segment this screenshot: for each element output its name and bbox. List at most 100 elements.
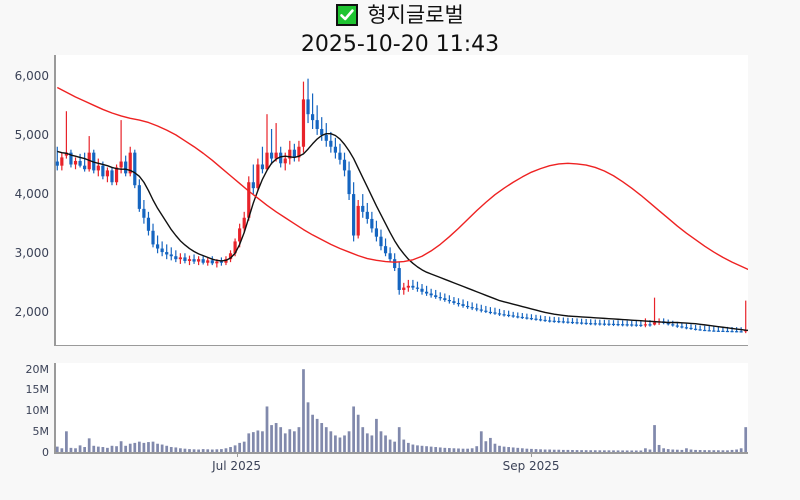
candle-body (484, 310, 488, 312)
volume-bar (78, 445, 82, 452)
timestamp-label: 2025-10-20 11:43 (300, 32, 500, 57)
candle-body (352, 194, 356, 236)
candle-body (347, 170, 351, 195)
candle-body (488, 311, 493, 314)
candle-body (160, 248, 164, 253)
candle-body (383, 246, 388, 254)
volume-bar (87, 438, 91, 452)
volume-bar (739, 448, 743, 452)
page-title: 형지글로벌 (367, 3, 464, 27)
volume-bar (315, 418, 319, 452)
volume-bar (320, 423, 324, 452)
volume-bar (634, 450, 638, 452)
volume-bar (106, 447, 109, 452)
volume-bar (375, 418, 378, 452)
candle-body (502, 314, 506, 316)
candle-body (310, 114, 315, 121)
candle-body (716, 330, 720, 332)
volume-tick-5M: 5M (32, 424, 50, 438)
volume-bar (644, 448, 647, 452)
volume-bar (247, 433, 251, 452)
volume-bar (160, 444, 164, 452)
candle-body (443, 298, 447, 301)
volume-bar (525, 448, 529, 452)
candle-body (192, 259, 196, 262)
volume-bar (593, 450, 597, 452)
candle-body (420, 288, 424, 292)
candle-body (593, 323, 597, 325)
volume-bar (520, 448, 524, 452)
candle-body (589, 323, 593, 325)
candle-body (552, 320, 556, 322)
volume-bar (297, 427, 301, 452)
candle-body (507, 314, 511, 317)
volume-bar (639, 450, 643, 452)
volume-bar (242, 441, 246, 452)
candle-body (73, 160, 78, 165)
candle-body (101, 165, 105, 177)
volume-bar (539, 449, 542, 452)
volume-bar (621, 450, 624, 452)
candle-body (598, 323, 602, 325)
candle-body (169, 254, 173, 257)
candle-body (693, 328, 698, 330)
volume-bar (498, 445, 501, 452)
candle-body (621, 324, 625, 326)
volume-bar (302, 369, 305, 452)
candle-body (602, 323, 606, 325)
volume-bar (192, 449, 196, 452)
volume-bar (274, 423, 278, 452)
candle-body (566, 321, 570, 323)
volume-bar (292, 431, 296, 452)
volume-bar (69, 447, 73, 452)
volume-bar (666, 449, 670, 452)
price-y-axis (54, 55, 56, 345)
volume-bar (489, 437, 492, 452)
volume-bar (65, 431, 68, 452)
volume-bar (55, 446, 59, 452)
candle-body (137, 185, 141, 209)
candle-body (165, 252, 169, 255)
candle-body (452, 301, 456, 303)
volume-bar (101, 447, 105, 452)
volume-bar (137, 441, 141, 452)
volume-bar (603, 450, 606, 452)
candle-body (557, 321, 561, 323)
volume-bar (279, 427, 283, 452)
volume-bar (598, 450, 602, 452)
volume-bar (352, 406, 355, 452)
candle-body (684, 327, 689, 329)
volume-bar (425, 446, 428, 452)
volume-bar (534, 449, 538, 452)
price-tick-4000: 4,000 (14, 187, 49, 202)
candle-body (689, 327, 693, 330)
volume-bar (361, 427, 365, 452)
volume-bar (334, 435, 337, 452)
volume-bar (356, 414, 360, 452)
candle-body (397, 268, 401, 290)
candle-body (146, 217, 151, 231)
volume-bar (233, 445, 237, 452)
volume-bar (142, 442, 146, 452)
candle-body (561, 321, 565, 323)
candle-body (406, 285, 410, 288)
candle-body (320, 128, 324, 135)
volume-bar (206, 449, 210, 452)
ma-short-line (57, 133, 748, 332)
candle-body (183, 257, 187, 261)
candle-body (219, 261, 224, 263)
volume-bar (384, 435, 387, 452)
candle-body (333, 146, 337, 153)
volume-bar (630, 450, 634, 452)
volume-bar (197, 449, 200, 452)
candle-body (242, 217, 246, 229)
volume-bar (434, 447, 438, 452)
candle-body (251, 182, 255, 189)
volume-bar (406, 442, 410, 452)
volume-bar (238, 442, 242, 452)
date-tick-jul-2025: Jul 2025 (212, 459, 261, 473)
volume-bar (552, 449, 556, 452)
volume-bar (466, 448, 469, 452)
candle-body (178, 257, 182, 260)
candle-body (703, 329, 707, 332)
